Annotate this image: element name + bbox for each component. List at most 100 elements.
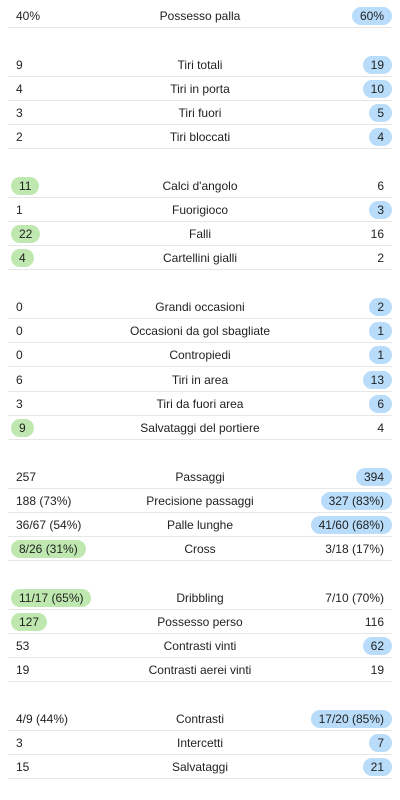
stat-row: 22 Falli 16 <box>8 222 392 247</box>
stat-row: 19 Contrasti aerei vinti 19 <box>8 658 392 683</box>
stat-label: Intercetti <box>176 736 224 751</box>
stat-label: Cartellini gialli <box>162 251 238 266</box>
stat-label: Contrasti aerei vinti <box>148 663 252 678</box>
stat-row: 188 (73%) Precisione passaggi 327 (83%) <box>8 489 392 513</box>
home-value: 15 <box>16 760 30 775</box>
away-value: 394 <box>355 467 392 486</box>
home-value: 3 <box>16 736 23 751</box>
stat-label: Tiri da fuori area <box>156 396 244 411</box>
away-value: 10 <box>362 79 392 98</box>
home-value: 0 <box>16 324 23 339</box>
stat-label: Grandi occasioni <box>155 300 245 314</box>
away-value: 5 <box>369 104 392 122</box>
stat-row: 53 Contrasti vinti 62 <box>8 634 392 659</box>
stat-label: Contrasti vinti <box>163 639 237 654</box>
stat-row: 3 Tiri da fuori area 6 <box>8 392 392 416</box>
away-value: 19 <box>370 663 384 678</box>
home-value: 53 <box>16 639 30 654</box>
away-value: 2 <box>369 298 392 316</box>
stat-label: Falli <box>188 227 211 242</box>
stat-row: 8/26 (31%) Cross 3/18 (17%) <box>8 537 392 562</box>
away-value: 116 <box>364 615 384 629</box>
away-value: 7 <box>369 734 392 753</box>
stat-row: 127 Possesso perso 116 <box>8 610 392 634</box>
stat-row: 40% Possesso palla 60% <box>8 4 392 28</box>
home-value: 6 <box>16 372 23 387</box>
stat-row: 9 Salvataggi del portiere 4 <box>8 416 392 440</box>
stat-row: 0 Occasioni da gol sbagliate 1 <box>8 319 392 344</box>
stat-row: 11/17 (65%) Dribbling 7/10 (70%) <box>8 586 392 610</box>
home-value: 4 <box>11 249 34 268</box>
away-value: 6 <box>377 178 384 193</box>
home-value: 11/17 (65%) <box>11 588 92 607</box>
away-value: 4 <box>369 128 392 147</box>
stat-label: Tiri in area <box>171 372 229 387</box>
stat-label: Contropiedi <box>169 348 231 363</box>
stat-label: Tiri bloccati <box>169 130 231 145</box>
home-value: 3 <box>16 396 23 411</box>
home-value: 0 <box>16 300 23 314</box>
stat-label: Possesso palla <box>159 9 241 23</box>
home-value: 11 <box>11 176 40 195</box>
home-value: 22 <box>11 225 41 244</box>
away-value: 4 <box>377 421 384 435</box>
away-value: 3/18 (17%) <box>325 542 384 557</box>
away-value: 1 <box>369 346 392 365</box>
stat-row: 4/9 (44%) Contrasti 17/20 (85%) <box>8 707 392 731</box>
away-value: 19 <box>362 55 392 74</box>
stat-row: 15 Salvataggi 21 <box>8 755 392 780</box>
stat-row: 1 Fuorigioco 3 <box>8 198 392 222</box>
away-value: 7/10 (70%) <box>325 590 384 605</box>
away-value: 21 <box>362 758 392 777</box>
home-value: 36/67 (54%) <box>16 518 82 532</box>
home-value: 127 <box>11 613 48 631</box>
stat-label: Passaggi <box>175 469 225 484</box>
away-value: 60% <box>351 7 392 25</box>
stat-row: 6 Tiri in area 13 <box>8 368 392 392</box>
stat-label: Tiri totali <box>177 57 223 72</box>
home-value: 4 <box>16 81 23 96</box>
stat-row: 3 Intercetti 7 <box>8 731 392 756</box>
stat-row: 9 Tiri totali 19 <box>8 53 392 77</box>
away-value: 17/20 (85%) <box>310 710 392 728</box>
stat-row: 4 Cartellini gialli 2 <box>8 246 392 271</box>
stat-label: Salvataggi <box>171 760 229 775</box>
home-value: 9 <box>16 57 23 72</box>
stat-row: 0 Grandi occasioni 2 <box>8 295 392 319</box>
stat-row: 11 Calci d'angolo 6 <box>8 174 392 198</box>
stat-label: Occasioni da gol sbagliate <box>129 324 271 339</box>
home-value: 2 <box>16 130 23 145</box>
away-value: 327 (83%) <box>320 491 392 510</box>
home-value: 40% <box>16 9 41 23</box>
stat-row: 0 Contropiedi 1 <box>8 343 392 368</box>
stat-row: 2 Tiri bloccati 4 <box>8 125 392 150</box>
away-value: 41/60 (68%) <box>310 516 392 534</box>
home-value: 8/26 (31%) <box>11 540 86 559</box>
stat-row: 3 Tiri fuori 5 <box>8 101 392 125</box>
away-value: 2 <box>377 251 384 266</box>
stat-row: 36/67 (54%) Palle lunghe 41/60 (68%) <box>8 513 392 537</box>
stat-row: 257 Passaggi 394 <box>8 465 392 489</box>
away-value: 6 <box>369 394 392 413</box>
stat-label: Tiri fuori <box>178 106 222 120</box>
stat-label: Fuorigioco <box>171 203 229 217</box>
home-value: 188 (73%) <box>16 493 72 508</box>
stat-label: Possesso perso <box>157 615 243 629</box>
home-value: 0 <box>16 348 23 363</box>
home-value: 3 <box>16 106 23 120</box>
away-value: 62 <box>362 637 392 656</box>
home-value: 257 <box>16 469 37 484</box>
away-value: 13 <box>362 370 392 389</box>
home-value: 1 <box>16 203 23 217</box>
away-value: 16 <box>370 227 384 242</box>
home-value: 9 <box>11 419 34 437</box>
home-value: 4/9 (44%) <box>16 712 69 726</box>
stat-label: Tiri in porta <box>170 81 230 96</box>
stat-row: 4 Tiri in porta 10 <box>8 77 392 101</box>
away-value: 1 <box>369 322 392 341</box>
home-value: 19 <box>16 663 30 678</box>
away-value: 3 <box>369 201 392 219</box>
stat-label: Calci d'angolo <box>162 178 238 193</box>
stat-label: Salvataggi del portiere <box>140 421 260 435</box>
